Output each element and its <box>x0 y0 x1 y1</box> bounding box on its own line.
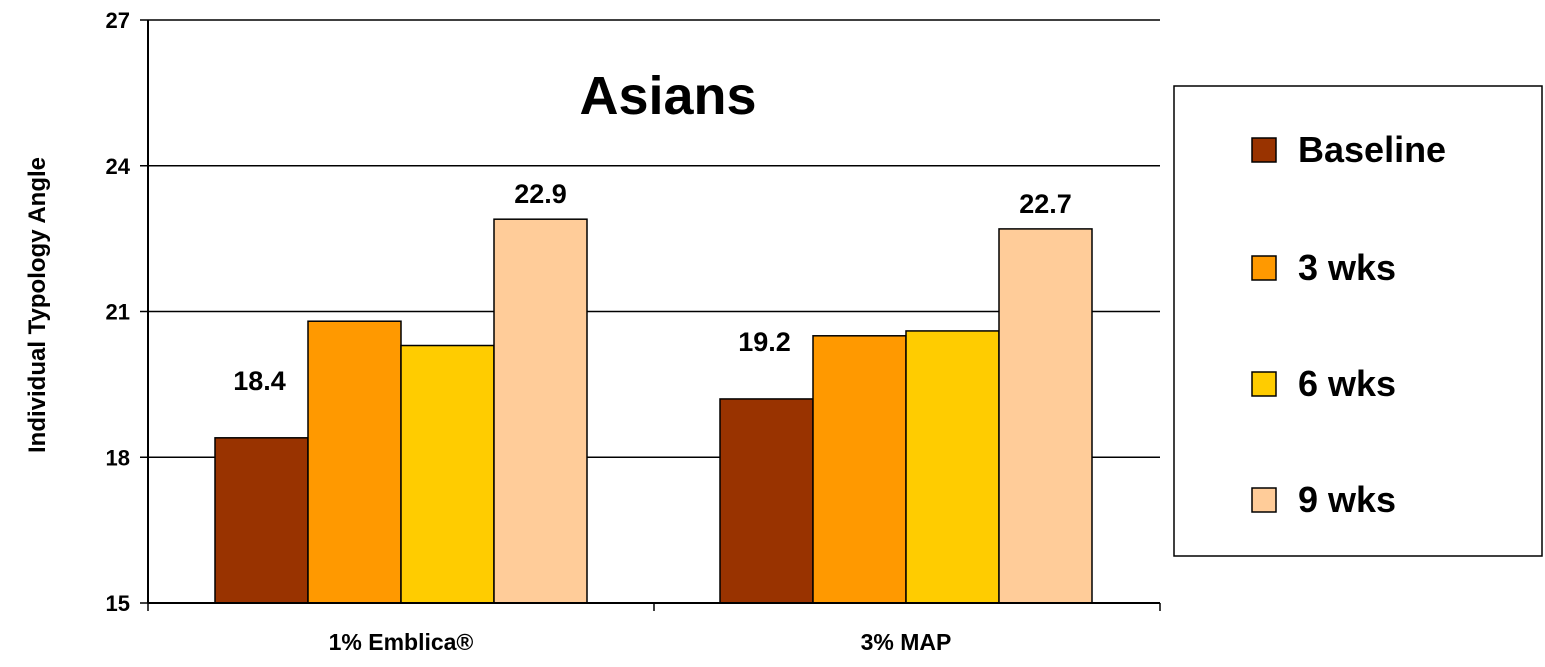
bar-baseline-1 <box>214 437 309 604</box>
data-label: 22.9 <box>514 179 567 209</box>
y-tick-label: 27 <box>106 8 130 33</box>
y-tick-label: 21 <box>106 300 130 325</box>
legend-swatch <box>1251 371 1277 397</box>
data-label: 18.4 <box>233 366 286 396</box>
y-axis-title: Individual Typology Angle <box>24 157 51 453</box>
x-category-label: 3% MAP <box>861 629 952 655</box>
tick-labels: 15 18 21 24 27 1% Emblica® 3% MAP <box>106 8 1161 655</box>
bar-3-wks-1 <box>307 320 402 604</box>
bar-6-wks-1 <box>400 344 495 604</box>
legend-swatch <box>1251 255 1277 281</box>
y-tick-label: 15 <box>106 591 130 616</box>
bar-9-wks-2 <box>998 228 1093 604</box>
y-tick-label: 18 <box>106 445 130 470</box>
legend-label: Baseline <box>1298 129 1446 170</box>
bars <box>214 218 1093 604</box>
bar-baseline-2 <box>719 398 814 604</box>
x-category-label: 1% Emblica® <box>329 629 474 655</box>
legend-box <box>1173 85 1543 557</box>
legend-swatch <box>1251 487 1277 513</box>
legend: Baseline 3 wks 6 wks 9 wks <box>1173 85 1543 557</box>
data-label: 19.2 <box>738 327 791 357</box>
bar-3-wks-2 <box>812 335 907 604</box>
data-label: 22.7 <box>1019 189 1072 219</box>
bar-6-wks-2 <box>905 330 1000 604</box>
legend-label: 6 wks <box>1298 363 1396 404</box>
chart-title: Asians <box>579 66 756 126</box>
legend-swatch <box>1251 137 1277 163</box>
y-tick-label: 24 <box>106 154 131 179</box>
data-labels: 18.4 22.9 19.2 22.7 <box>233 179 1072 396</box>
legend-label: 9 wks <box>1298 479 1396 520</box>
legend-label: 3 wks <box>1298 247 1396 288</box>
bar-9-wks-1 <box>493 218 588 604</box>
